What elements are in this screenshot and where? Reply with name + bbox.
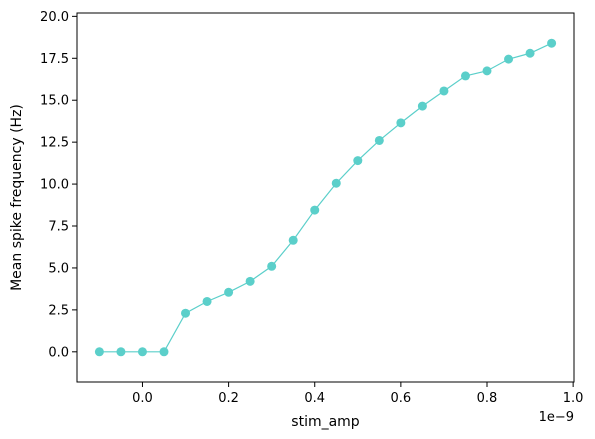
series-line	[99, 42, 552, 353]
axes-frame	[76, 12, 575, 383]
x-tick-label: 1.0	[563, 391, 584, 406]
data-point	[245, 276, 255, 286]
plot-frame	[76, 12, 575, 383]
data-point	[224, 287, 234, 297]
y-tick-label: 17.5	[40, 52, 69, 67]
x-tick-label: 0.2	[218, 391, 239, 406]
data-point	[137, 347, 147, 357]
data-point	[267, 261, 277, 271]
data-point	[504, 54, 514, 64]
y-tick-label: 10.0	[40, 178, 69, 193]
data-point	[374, 135, 384, 145]
y-axis-ticks: 0.0 2.5 5.0 7.5 10.0 12.5 15.0 17.5 20.0	[40, 10, 77, 360]
data-point	[159, 347, 169, 357]
data-point	[547, 38, 557, 48]
data-point	[525, 48, 535, 58]
data-point	[396, 118, 406, 128]
x-axis-ticks: 0.0 0.2 0.4 0.6 0.8 1.0	[132, 382, 583, 406]
data-point	[482, 66, 492, 76]
data-point	[353, 156, 363, 166]
data-point	[417, 101, 427, 111]
data-point	[439, 86, 449, 96]
data-point	[331, 178, 341, 188]
data-point	[94, 347, 104, 357]
y-tick-label: 2.5	[48, 303, 69, 318]
y-tick-label: 0.0	[48, 345, 69, 360]
x-tick-label: 0.6	[391, 391, 412, 406]
data-point	[310, 205, 320, 215]
y-tick-label: 15.0	[40, 94, 69, 109]
y-axis-label: Mean spike frequency (Hz)	[9, 104, 25, 291]
data-point	[460, 71, 470, 81]
chart-marks	[94, 38, 557, 357]
x-axis-offset-label: 1e−9	[539, 410, 574, 425]
x-tick-label: 0.4	[304, 391, 325, 406]
x-tick-label: 0.0	[132, 391, 153, 406]
data-point	[181, 308, 191, 318]
x-tick-label: 0.8	[477, 391, 498, 406]
y-tick-label: 5.0	[48, 261, 69, 276]
y-tick-label: 20.0	[40, 10, 69, 25]
data-point	[116, 347, 126, 357]
data-point	[202, 296, 212, 306]
y-tick-label: 12.5	[40, 136, 69, 151]
y-tick-label: 7.5	[48, 220, 69, 235]
data-point	[288, 235, 298, 245]
x-axis-label: stim_amp	[291, 414, 360, 430]
